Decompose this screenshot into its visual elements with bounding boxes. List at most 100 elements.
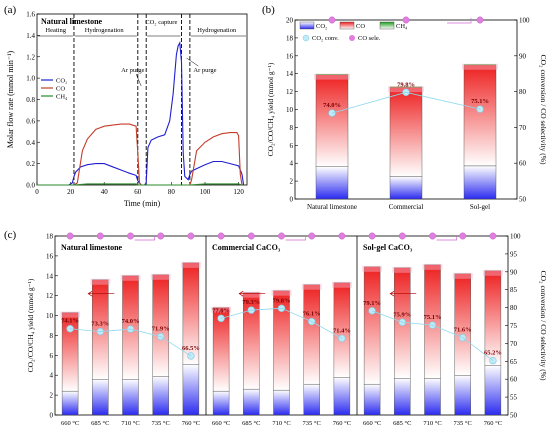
x-tick-label-a: 60 xyxy=(134,188,142,196)
bar-co2 xyxy=(182,364,200,416)
y-tick-label-c: 4 xyxy=(50,372,54,380)
legend-label-a: CO₂ xyxy=(56,78,67,85)
y2-tick-label-b: 100 xyxy=(519,17,530,25)
selectivity-point xyxy=(66,232,74,240)
y2-tick-label-c: 60 xyxy=(510,376,518,384)
bar-co xyxy=(454,273,471,376)
y-tick-label-c: 18 xyxy=(46,233,54,241)
y-tick-label-b: 6 xyxy=(290,142,294,150)
purge-arrow-a xyxy=(135,73,142,87)
selectivity-point xyxy=(187,232,195,240)
panel-label-c: (c) xyxy=(4,229,17,241)
bar-co xyxy=(389,86,423,177)
y-tick-label-b: 20 xyxy=(286,17,294,25)
bar-ch4 xyxy=(464,64,496,66)
bar-ch4 xyxy=(316,74,348,75)
x-tick-label-a: 100 xyxy=(200,188,211,196)
bar-co2 xyxy=(243,388,260,416)
y2-tick-label-c: 50 xyxy=(510,412,518,420)
selectivity-point xyxy=(308,232,316,240)
legend-label-b: CO xyxy=(356,23,365,30)
stage-label-a: Hydrogenation xyxy=(85,27,125,34)
selectivity-point xyxy=(398,232,406,240)
bar-top-glow xyxy=(301,283,322,290)
y-tick-label-a: 0.6 xyxy=(26,117,35,125)
conversion-label: 77.0% xyxy=(212,307,230,314)
bar-co2 xyxy=(363,383,381,416)
legend-label-b: CO sele. xyxy=(358,35,381,42)
axis-arrow-right-c xyxy=(436,236,458,241)
group-title-c: Commercial CaCO₃ xyxy=(212,243,281,252)
bar-top-glow xyxy=(60,311,81,318)
x-tick-label-b: Sol-gel xyxy=(470,203,490,211)
series-line-0 xyxy=(37,41,245,186)
y-tick-label-c: 6 xyxy=(50,352,54,360)
y-axis-label-b: CO₂/CO/CH₄ yield (mmol g⁻¹) xyxy=(266,62,275,156)
legend-label-a: CO xyxy=(56,86,65,93)
bar-co2 xyxy=(92,379,109,416)
conversion-line-b xyxy=(331,91,481,114)
conversion-label: 75.1% xyxy=(471,98,489,105)
x-tick-label-c: 685 °C xyxy=(242,420,260,427)
x-tick-label-b: Natural limestone xyxy=(307,203,357,211)
x-tick-label-a: 120 xyxy=(233,188,244,196)
bar-top-glow xyxy=(150,273,171,280)
conversion-label: 65.2% xyxy=(484,350,502,357)
y2-tick-label-b: 70 xyxy=(519,124,527,132)
bar-co2 xyxy=(333,377,351,416)
x-tick-label-c: 685 °C xyxy=(91,420,109,427)
conversion-label: 79.1% xyxy=(363,300,381,307)
purge-label-a: Ar purge xyxy=(193,67,216,74)
bar-top-glow xyxy=(271,289,292,296)
conversion-label: 73.3% xyxy=(91,321,109,328)
bar-co xyxy=(315,74,349,167)
x-tick-label-c: 685 °C xyxy=(393,420,411,427)
bar-co xyxy=(363,266,381,385)
legend-label-b: CH₄ xyxy=(396,23,408,30)
plot-frame-a xyxy=(36,13,248,186)
y-tick-label-c: 12 xyxy=(46,292,54,300)
bar-top-glow xyxy=(392,266,413,273)
bar-co xyxy=(484,270,502,366)
x-tick-label-c: 710 °C xyxy=(121,420,139,427)
y-tick-label-a: 0.0 xyxy=(26,182,35,190)
conversion-line-c xyxy=(70,328,192,357)
panel-b: (b) 0 2 4 6 8 10 12 14 16 18 20 50 60 70 80 90 100 CO₂/CO/… xyxy=(262,4,548,211)
x-tick-label-a: 20 xyxy=(67,188,75,196)
y2-axis-label-b: CO₂ conversion / CO selectivity (%) xyxy=(539,55,548,165)
y-tick-label-b: 4 xyxy=(290,160,294,168)
y2-tick-label-b: 50 xyxy=(519,196,527,204)
x-tick-label-c: 735 °C xyxy=(454,420,472,427)
bar-top-glow xyxy=(211,306,232,313)
bar-co2 xyxy=(394,378,411,416)
conversion-label: 74.0% xyxy=(122,318,140,325)
y2-axis-label-c: CO₂ conversion / CO selectivity (%) xyxy=(539,271,548,381)
bar-co2 xyxy=(212,390,230,416)
selectivity-point xyxy=(338,232,346,240)
bar-co2 xyxy=(303,383,320,416)
selectivity-point xyxy=(247,232,255,240)
group-title-c: Sol-gel CaCO₃ xyxy=(363,243,413,252)
bar-co xyxy=(243,292,260,390)
axis-arrow-right-c xyxy=(285,236,307,241)
y2-tick-label-c: 90 xyxy=(510,268,518,276)
y-tick-label-b: 18 xyxy=(286,34,294,42)
conversion-label: 71.6% xyxy=(454,327,472,334)
conversion-label: 79.8% xyxy=(397,81,415,88)
y-tick-label-a: 1.2 xyxy=(26,53,35,61)
bar-co xyxy=(333,282,351,378)
y-tick-label-c: 8 xyxy=(50,332,54,340)
conversion-label: 79.8% xyxy=(273,297,291,304)
legend-swatch-b xyxy=(339,21,355,30)
bar-co2 xyxy=(424,378,441,416)
x-tick-label-a: 80 xyxy=(168,188,176,196)
y-tick-label-c: 16 xyxy=(46,252,54,260)
bar-co2 xyxy=(463,165,497,200)
bar-co xyxy=(463,64,497,167)
legend-label-b: CO₂ xyxy=(316,23,327,30)
y2-tick-label-c: 55 xyxy=(510,394,518,402)
x-tick-label-c: 660 °C xyxy=(61,420,79,427)
axis-arrow-right-c xyxy=(134,236,156,241)
selectivity-point xyxy=(429,232,436,240)
y2-tick-label-c: 70 xyxy=(510,340,518,348)
